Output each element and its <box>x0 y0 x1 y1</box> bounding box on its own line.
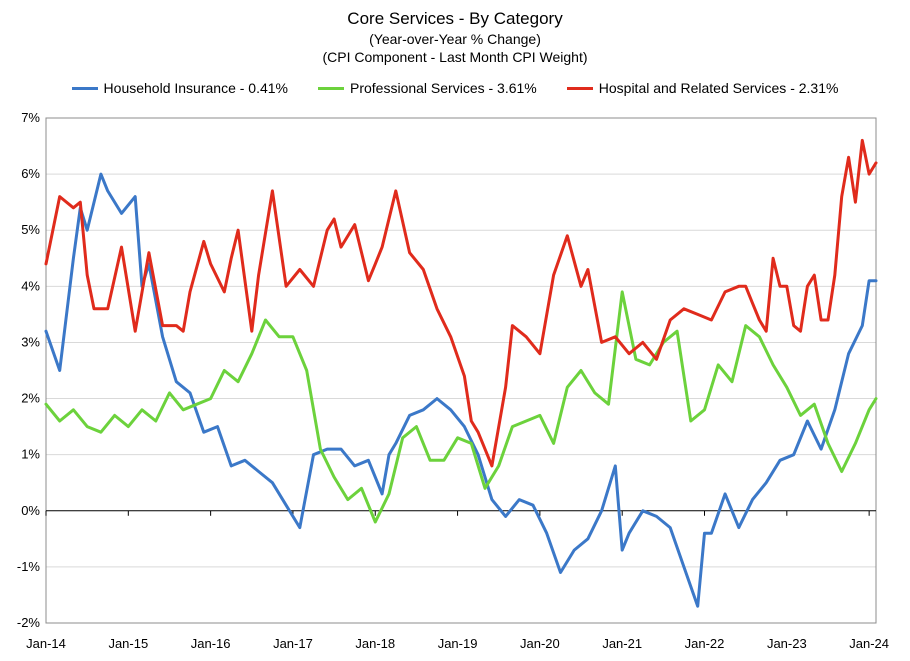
x-tick-label: Jan-22 <box>685 636 725 651</box>
y-tick-label: 2% <box>21 391 40 406</box>
x-tick-label: Jan-16 <box>191 636 231 651</box>
y-tick-label: 1% <box>21 447 40 462</box>
y-tick-label: -1% <box>17 559 41 574</box>
legend-label-hospital-services: Hospital and Related Services - 2.31% <box>598 80 839 96</box>
legend-swatch-household-insurance <box>71 86 98 90</box>
x-tick-label: Jan-21 <box>602 636 642 651</box>
y-tick-label: 3% <box>21 334 40 349</box>
legend: Household Insurance - 0.41% Professional… <box>0 80 910 96</box>
x-tick-label: Jan-20 <box>520 636 560 651</box>
y-tick-label: 5% <box>21 222 40 237</box>
chart-subtitle-weight: (CPI Component - Last Month CPI Weight) <box>322 49 588 65</box>
y-tick-label: 0% <box>21 503 40 518</box>
x-tick-label: Jan-14 <box>26 636 66 651</box>
x-tick-label: Jan-24 <box>849 636 889 651</box>
series-line-household-insurance <box>44 172 878 608</box>
series-line-hospital-services <box>44 138 878 468</box>
x-tick-label: Jan-18 <box>355 636 395 651</box>
chart-title: Core Services - By Category <box>347 9 563 28</box>
legend-item-professional-services: Professional Services - 3.61% <box>318 80 537 96</box>
legend-swatch-hospital-services <box>566 86 593 90</box>
chart-header: Core Services - By Category (Year-over-Y… <box>0 8 910 66</box>
y-tick-label: 6% <box>21 166 40 181</box>
x-tick-label: Jan-23 <box>767 636 807 651</box>
series-line-professional-services <box>44 290 878 524</box>
legend-swatch-professional-services <box>318 86 344 90</box>
y-tick-label: 4% <box>21 278 40 293</box>
legend-label-professional-services: Professional Services - 3.61% <box>350 80 537 96</box>
plot-border <box>45 117 877 624</box>
x-tick-label: Jan-15 <box>108 636 148 651</box>
legend-item-household-insurance: Household Insurance - 0.41% <box>71 80 288 96</box>
chart-subtitle: (Year-over-Year % Change) <box>369 31 541 47</box>
y-tick-label: -2% <box>17 615 41 630</box>
x-tick-label: Jan-17 <box>273 636 313 651</box>
legend-label-household-insurance: Household Insurance - 0.41% <box>103 80 288 96</box>
y-tick-label: 7% <box>21 110 40 125</box>
x-tick-label: Jan-19 <box>438 636 478 651</box>
legend-item-hospital-services: Hospital and Related Services - 2.31% <box>566 80 839 96</box>
